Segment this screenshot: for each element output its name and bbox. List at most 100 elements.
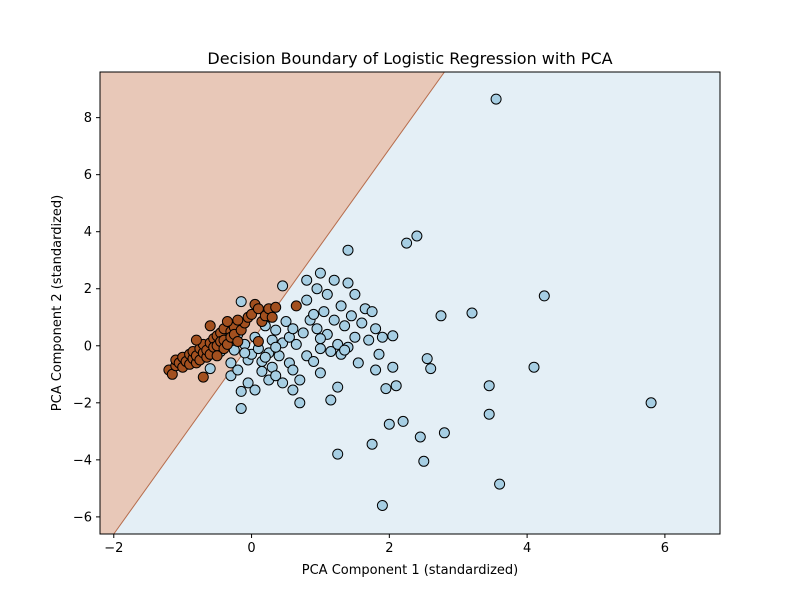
data-point-class-1 [370, 364, 382, 376]
data-point-class-1 [294, 397, 306, 409]
data-point-class-1 [366, 438, 378, 450]
y-tick-label: 2 [84, 282, 92, 297]
data-point-class-1 [387, 361, 399, 373]
data-points [163, 93, 657, 511]
data-point-class-1 [490, 93, 502, 105]
data-point-class-1 [425, 363, 437, 375]
data-point-class-1 [438, 427, 450, 439]
data-point-class-1 [349, 288, 361, 300]
class-0-region [100, 72, 445, 534]
data-point-class-1 [235, 385, 247, 397]
data-point-class-1 [483, 408, 495, 420]
data-point-class-1 [311, 323, 323, 335]
data-point-class-0 [197, 371, 209, 383]
chart-title: Decision Boundary of Logistic Regression… [207, 49, 612, 68]
data-point-class-1 [414, 431, 426, 443]
data-point-class-1 [435, 310, 447, 322]
data-point-class-1 [294, 374, 306, 386]
y-axis-label: PCA Component 2 (standardized) [50, 195, 65, 411]
data-point-class-0 [204, 320, 216, 332]
data-point-class-1 [232, 364, 244, 376]
data-point-class-1 [345, 310, 357, 322]
data-point-class-1 [390, 380, 402, 392]
data-point-class-1 [249, 384, 261, 396]
x-axis-label: PCA Component 1 (standardized) [302, 563, 518, 578]
y-tick-label: −4 [73, 453, 92, 468]
data-point-class-1 [356, 317, 368, 329]
x-tick-label: 4 [523, 541, 531, 556]
data-point-class-1 [311, 283, 323, 295]
data-point-class-1 [328, 274, 340, 286]
data-point-class-1 [332, 381, 344, 393]
data-point-class-1 [280, 316, 292, 327]
y-tick-label: −2 [73, 396, 92, 411]
decision-regions [100, 72, 720, 534]
data-point-class-1 [270, 370, 282, 382]
y-tick-label: −6 [73, 510, 92, 525]
data-point-class-1 [342, 244, 354, 256]
x-axis-ticks: −2 0 2 4 6 [104, 534, 669, 556]
data-point-class-1 [290, 338, 302, 350]
data-point-class-1 [376, 331, 388, 343]
data-point-class-1 [301, 294, 313, 306]
data-point-class-1 [332, 448, 344, 460]
data-point-class-1 [328, 314, 340, 326]
data-point-class-1 [528, 361, 540, 373]
data-point-class-1 [339, 344, 351, 356]
y-axis-ticks: −6 −4 −2 0 2 4 6 8 [73, 111, 100, 525]
x-tick-label: −2 [104, 541, 123, 556]
data-point-class-1 [411, 230, 423, 242]
x-tick-label: 2 [385, 541, 393, 556]
data-point-class-0 [221, 316, 233, 327]
data-point-class-0 [290, 300, 302, 312]
data-point-class-1 [287, 384, 299, 396]
data-point-class-1 [256, 365, 268, 377]
data-point-class-1 [397, 415, 409, 427]
data-point-class-1 [239, 347, 251, 359]
data-point-class-1 [287, 323, 299, 335]
data-point-class-0 [266, 311, 278, 323]
data-point-class-0 [211, 350, 223, 362]
data-point-class-1 [314, 343, 326, 355]
data-point-class-1 [242, 377, 254, 389]
y-tick-label: 8 [84, 111, 92, 126]
data-point-class-0 [270, 301, 282, 313]
data-point-class-1 [466, 307, 478, 319]
data-point-class-0 [232, 314, 244, 326]
data-point-class-1 [287, 364, 299, 376]
plot-frame [99, 71, 721, 535]
data-point-class-1 [494, 478, 506, 490]
x-tick-label: 0 [247, 541, 255, 556]
data-point-class-1 [380, 383, 392, 395]
data-point-class-1 [314, 333, 326, 345]
data-point-class-1 [259, 351, 271, 363]
data-point-class-1 [277, 377, 289, 389]
data-point-class-1 [277, 280, 289, 292]
data-point-class-1 [308, 356, 320, 367]
data-point-class-1 [538, 290, 550, 302]
data-point-class-0 [190, 334, 202, 346]
data-point-class-1 [645, 397, 657, 409]
data-point-class-1 [339, 320, 351, 332]
data-point-class-1 [335, 300, 347, 312]
data-point-class-1 [383, 418, 395, 430]
data-point-class-1 [483, 380, 495, 392]
data-point-class-0 [252, 336, 264, 347]
data-point-class-1 [308, 308, 320, 320]
data-point-class-1 [270, 324, 282, 336]
data-point-class-1 [376, 500, 388, 511]
data-point-class-1 [301, 274, 313, 286]
data-point-class-1 [318, 306, 330, 318]
data-point-class-1 [342, 277, 354, 289]
data-point-class-0 [232, 336, 244, 347]
y-tick-label: 4 [84, 225, 92, 240]
data-point-class-1 [225, 357, 237, 369]
data-point-class-1 [373, 348, 385, 360]
data-point-class-1 [270, 341, 282, 353]
data-point-class-1 [366, 306, 378, 318]
data-point-class-1 [421, 353, 433, 365]
data-point-class-1 [314, 267, 326, 279]
data-point-class-1 [314, 367, 326, 379]
